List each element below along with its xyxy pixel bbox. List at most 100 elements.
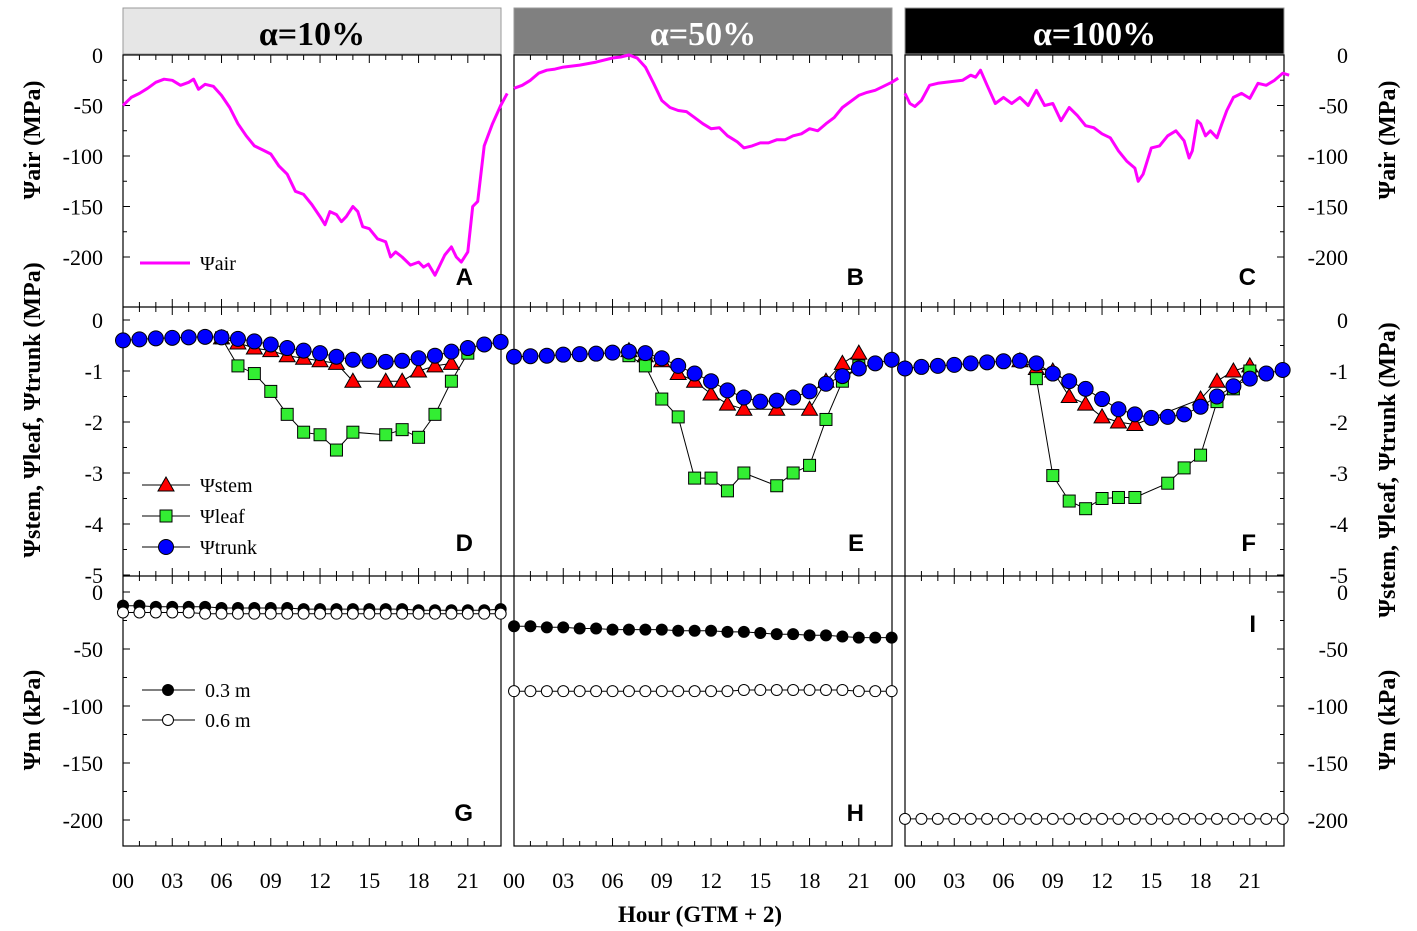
data-point-F <box>1241 370 1258 387</box>
data-point-G <box>346 607 359 620</box>
ytick-label-left: -2 <box>85 410 103 435</box>
data-point-H <box>688 624 701 637</box>
data-point-I <box>1013 812 1026 825</box>
psi-air-line-B <box>513 53 900 150</box>
data-point-H <box>524 620 537 633</box>
data-point-D <box>410 350 427 367</box>
data-point-F <box>1143 409 1160 426</box>
series-line-H <box>514 689 892 692</box>
data-point-G <box>231 607 244 620</box>
data-point-H <box>639 685 652 698</box>
xtick-label: 18 <box>408 868 430 893</box>
data-point-F <box>1093 407 1111 424</box>
data-point-F <box>1029 372 1043 386</box>
x-axis-title: Hour (GTM + 2) <box>618 902 782 927</box>
data-point-H <box>705 685 718 698</box>
header-box-1 <box>122 7 502 55</box>
header-box-2 <box>513 7 893 55</box>
data-point-G <box>330 607 343 620</box>
ytick-label-right: -100 <box>1308 144 1348 169</box>
data-point-H <box>869 631 882 644</box>
data-point-H <box>803 684 816 697</box>
data-point-H <box>622 685 635 698</box>
data-point-F <box>1161 476 1175 490</box>
legend-marker-soil-1 <box>162 684 174 696</box>
data-point-D <box>295 342 312 359</box>
data-point-D <box>131 331 148 348</box>
xtick-label: 03 <box>943 868 965 893</box>
data-point-E <box>686 365 703 382</box>
data-point-E <box>735 400 753 416</box>
xtick-label: 21 <box>1239 868 1261 893</box>
data-point-D <box>443 343 460 360</box>
data-point-F <box>1094 391 1111 408</box>
xtick-label: 09 <box>1042 868 1064 893</box>
data-point-D <box>280 407 294 421</box>
data-point-F <box>1225 378 1242 395</box>
data-point-E <box>737 466 751 480</box>
data-point-G <box>461 607 474 620</box>
data-point-H <box>885 631 898 644</box>
data-point-D <box>394 352 411 369</box>
data-point-G <box>248 607 261 620</box>
data-point-E <box>752 393 769 410</box>
data-point-E <box>702 384 720 401</box>
data-point-F <box>1194 448 1208 462</box>
data-point-H <box>705 624 718 637</box>
data-point-E <box>719 382 736 399</box>
xtick-label: 06 <box>993 868 1015 893</box>
ytick-label-left: -200 <box>63 245 103 270</box>
data-point-I <box>964 812 977 825</box>
data-point-H <box>836 630 849 643</box>
data-point-G <box>199 607 212 620</box>
data-point-D <box>344 372 362 388</box>
ytick-label-right: -50 <box>1319 637 1348 662</box>
data-point-H <box>540 621 553 634</box>
data-point-F <box>1061 373 1078 390</box>
psi-air-line-A <box>121 77 509 277</box>
data-point-D <box>442 354 461 370</box>
ytick-label-right: 0 <box>1337 308 1348 333</box>
data-point-G <box>149 606 162 619</box>
data-point-E <box>785 389 802 406</box>
data-point-D <box>428 407 442 421</box>
column-header-3: α=100% <box>1033 16 1156 53</box>
panel-label-C: C <box>1239 264 1256 291</box>
data-point-E <box>819 412 833 426</box>
legend-marker-2 <box>159 509 173 523</box>
data-point-E <box>588 345 605 362</box>
xtick-label: 03 <box>552 868 574 893</box>
data-point-D <box>395 423 409 437</box>
data-point-I <box>1128 812 1141 825</box>
ytick-label-right: -50 <box>1319 94 1348 119</box>
ytick-label-left: 0 <box>92 43 103 68</box>
data-point-E <box>688 471 702 485</box>
xtick-label: 12 <box>700 868 722 893</box>
data-point-H <box>672 624 685 637</box>
data-point-H <box>721 685 734 698</box>
data-point-F <box>1126 415 1144 432</box>
data-point-H <box>885 685 898 698</box>
data-point-H <box>655 623 668 636</box>
data-point-E <box>803 458 817 472</box>
data-point-D <box>147 330 164 347</box>
data-point-I <box>1161 812 1174 825</box>
data-point-H <box>655 685 668 698</box>
data-point-H <box>803 629 816 642</box>
data-point-D <box>344 351 361 368</box>
ytick-label-right: -200 <box>1308 808 1348 833</box>
data-point-I <box>1194 812 1207 825</box>
data-point-E <box>768 392 785 409</box>
data-point-E <box>571 346 588 363</box>
data-point-D <box>262 336 279 353</box>
ytick-label-left: -100 <box>63 144 103 169</box>
data-point-G <box>297 607 310 620</box>
data-point-H <box>508 620 520 633</box>
data-point-H <box>557 685 570 698</box>
data-point-F <box>1079 502 1093 516</box>
data-point-E <box>604 344 621 361</box>
data-point-H <box>737 684 750 697</box>
y-axis-title-air-right: Ψair (MPa) <box>1375 81 1401 200</box>
data-point-D <box>180 329 197 346</box>
data-point-F <box>929 357 946 374</box>
